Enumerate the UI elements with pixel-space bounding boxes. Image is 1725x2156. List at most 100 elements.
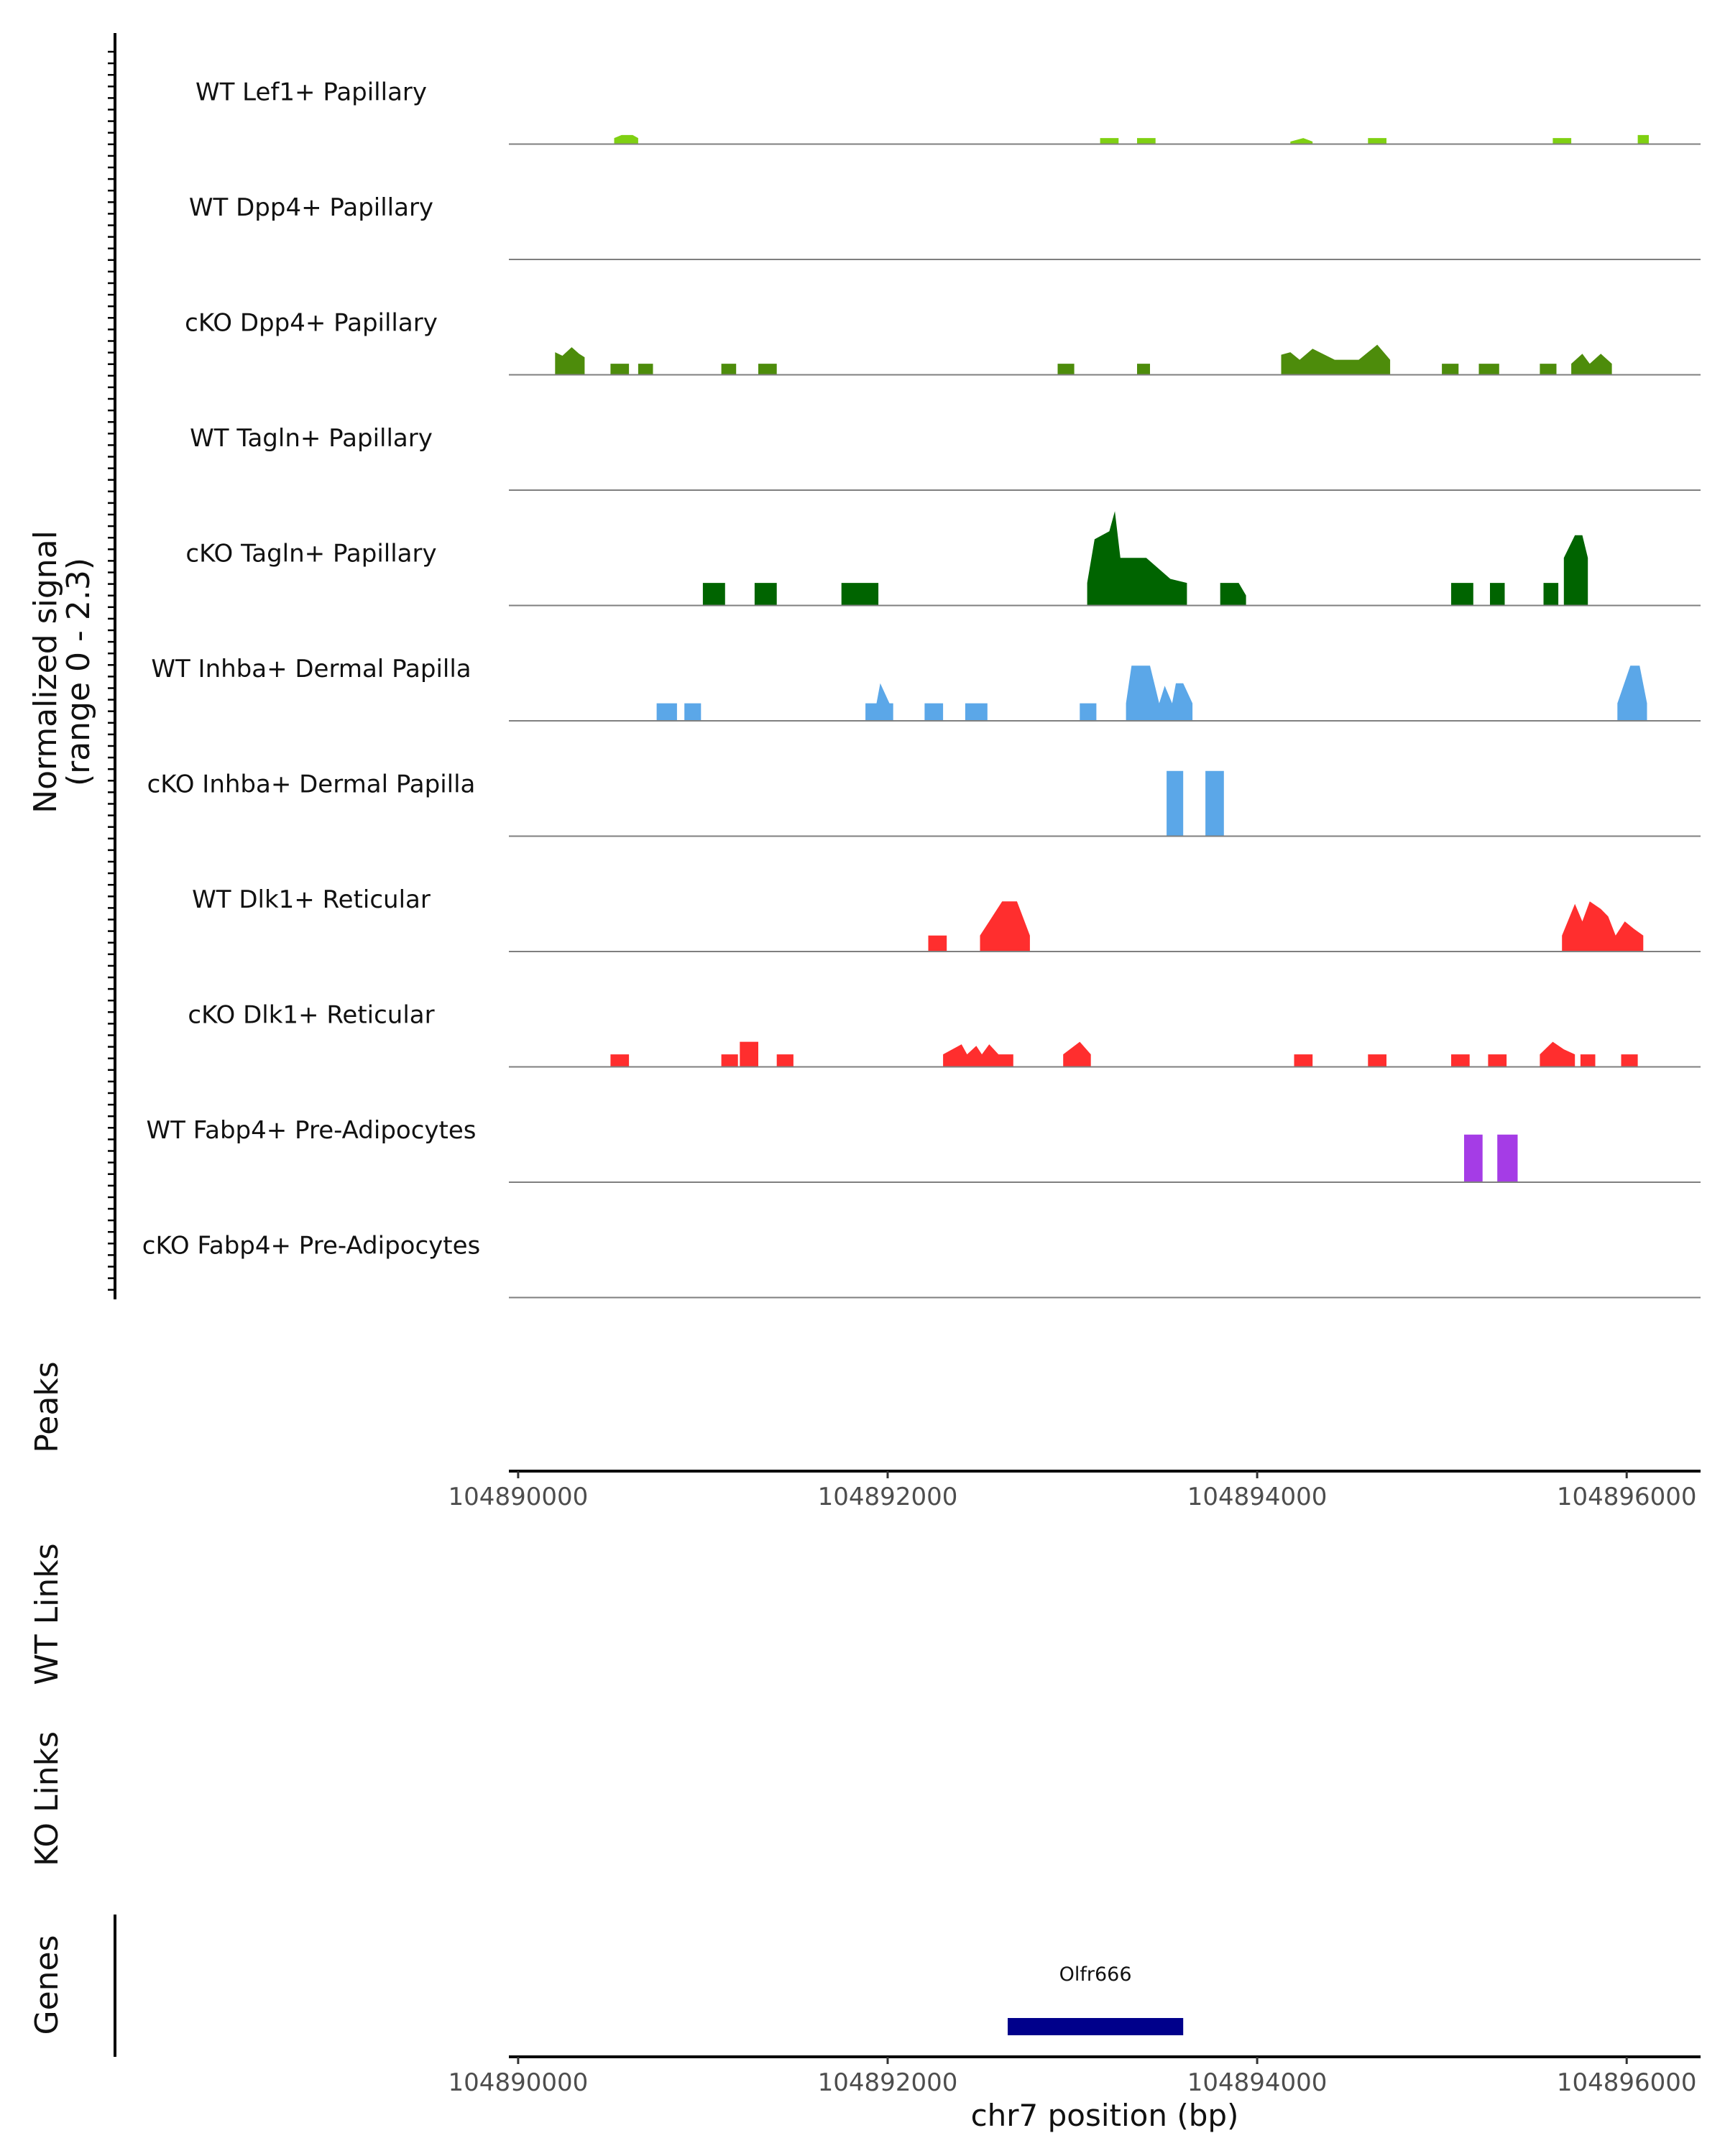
coverage-peak (1290, 138, 1313, 144)
coverage-peak (1490, 583, 1505, 606)
coverage-peak (610, 1054, 630, 1067)
coverage-peak (1368, 1054, 1386, 1067)
coverage-peak (721, 1054, 738, 1067)
genes-track-title: Genes (29, 1935, 65, 2035)
track-label: WT Dpp4+ Papillary (189, 193, 433, 222)
coverage-peak (1205, 770, 1224, 837)
coverage-peak (1540, 1041, 1576, 1067)
strand-arrow (1174, 2020, 1184, 2033)
x-tick-label: 104894000 (1187, 2068, 1328, 2097)
track-2: WT Dpp4+ Papillary (189, 193, 1701, 260)
track-8: WT Dlk1+ Reticular (192, 885, 1701, 952)
coverage-peak (1137, 364, 1150, 375)
track-3: cKO Dpp4+ Papillary (185, 309, 1701, 376)
coverage-peak (1552, 138, 1572, 144)
coverage-peak (1137, 138, 1156, 144)
strand-arrow (1159, 2020, 1168, 2033)
track-label: WT Lef1+ Papillary (196, 78, 427, 107)
track-label: cKO Dlk1+ Reticular (188, 1001, 434, 1030)
coverage-peak (555, 347, 585, 375)
coverage-peak (1571, 354, 1612, 375)
strand-arrow (1016, 2020, 1026, 2033)
gene-track: Olfr666 (1008, 1963, 1184, 2035)
strand-arrow (1032, 2020, 1041, 2033)
gene-body (1008, 2018, 1184, 2035)
x-axis-title: chr7 position (bp) (971, 2098, 1239, 2133)
x-tick-label: 104896000 (1557, 1483, 1697, 1511)
coverage-peak (1451, 1054, 1470, 1067)
track-label: WT Tagln+ Papillary (190, 424, 433, 453)
track-11: cKO Fabp4+ Pre-Adipocytes (142, 1232, 1701, 1299)
peaks-track-title: Peaks (29, 1361, 65, 1452)
coverage-peak (1540, 364, 1557, 375)
track-1: WT Lef1+ Papillary (196, 78, 1701, 145)
coverage-ylabel-line1: Normalized signal (27, 530, 64, 814)
coverage-peak (610, 364, 630, 375)
coverage-peak (1637, 134, 1649, 144)
track-label: cKO Inhba+ Dermal Papilla (147, 770, 476, 799)
coverage-peak (1220, 583, 1246, 606)
coverage-peak (1451, 583, 1473, 606)
track-7: cKO Inhba+ Dermal Papilla (147, 770, 1701, 837)
coverage-peak (1497, 1134, 1518, 1182)
coverage-peak (1543, 583, 1559, 606)
coverage-y-axis-ticks (108, 50, 115, 1291)
track-label: WT Inhba+ Dermal Papilla (151, 655, 471, 683)
x-tick-label: 104892000 (818, 2068, 958, 2097)
coverage-peak (928, 935, 947, 952)
coverage-peak (1087, 511, 1187, 606)
coverage-peak (1100, 138, 1119, 144)
coverage-ylabel-line2: (range 0 - 2.3) (60, 558, 97, 786)
genes-x-axis: 104890000 104892000 104894000 104896000 (448, 2057, 1697, 2097)
coverage-peak (776, 1054, 794, 1067)
coverage-peak (684, 703, 702, 721)
coverage-peak (1368, 138, 1386, 144)
strand-arrow (1111, 2020, 1121, 2033)
coverage-peak (1563, 535, 1588, 606)
coverage-peak (638, 364, 653, 375)
peaks-x-axis: 104890000 104892000 104894000 104896000 (448, 1471, 1697, 1511)
x-tick-label: 104890000 (448, 2068, 589, 2097)
coverage-peak (943, 1044, 1013, 1067)
coverage-peak (702, 583, 725, 606)
ko-links-track-title: KO Links (29, 1731, 65, 1866)
coverage-peak (1621, 1054, 1638, 1067)
gene-name-label: Olfr666 (1059, 1963, 1132, 1986)
coverage-peak (965, 703, 988, 721)
coverage-peak (1464, 1134, 1483, 1182)
coverage-peak (865, 683, 893, 721)
coverage-peak (740, 1041, 758, 1067)
coverage-peak (1562, 901, 1644, 952)
track-5: cKO Tagln+ Papillary (185, 511, 1701, 607)
track-10: WT Fabp4+ Pre-Adipocytes (147, 1116, 1701, 1183)
x-tick-label: 104890000 (448, 1483, 589, 1511)
coverage-peak (1080, 703, 1097, 721)
coverage-peak (721, 364, 737, 375)
coverage-peak (656, 703, 677, 721)
track-label: WT Fabp4+ Pre-Adipocytes (147, 1116, 477, 1145)
coverage-peak (1167, 770, 1184, 837)
track-label: cKO Tagln+ Papillary (185, 540, 436, 568)
x-tick-label: 104894000 (1187, 1483, 1328, 1511)
strand-arrow (1048, 2020, 1057, 2033)
track-6: WT Inhba+ Dermal Papilla (151, 655, 1701, 722)
track-9: cKO Dlk1+ Reticular (188, 1001, 1701, 1068)
gene-Olfr666: Olfr666 (1008, 1963, 1184, 2035)
x-tick-label: 104892000 (818, 1483, 958, 1511)
coverage-peak (841, 583, 879, 606)
coverage-peak (1294, 1054, 1313, 1067)
coverage-peak (758, 364, 777, 375)
coverage-peak (1478, 364, 1499, 375)
coverage-peak (1057, 364, 1075, 375)
wt-links-track-title: WT Links (29, 1543, 65, 1685)
track-4: WT Tagln+ Papillary (190, 424, 1701, 491)
coverage-peak (754, 583, 777, 606)
coverage-peak (1281, 344, 1391, 375)
coverage-peak (1126, 665, 1193, 721)
strand-arrow (1127, 2020, 1136, 2033)
track-label: WT Dlk1+ Reticular (192, 885, 431, 914)
coverage-peak (1063, 1041, 1091, 1067)
strand-arrow (1080, 2020, 1089, 2033)
